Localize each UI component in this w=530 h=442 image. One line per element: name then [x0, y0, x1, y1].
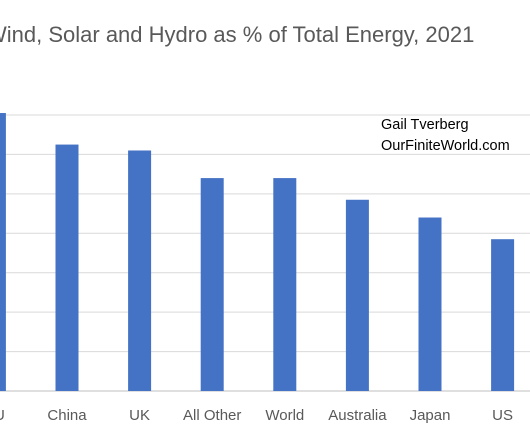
bar: [345, 199, 369, 391]
x-tick-label: China: [47, 407, 87, 424]
x-tick-label: UK: [129, 407, 150, 424]
annotation: OurFiniteWorld.com: [381, 138, 510, 154]
bar: [418, 217, 442, 391]
bar: [55, 144, 79, 391]
x-tick-label: All Other: [183, 407, 241, 424]
bar: [128, 150, 152, 391]
bar: [200, 178, 224, 391]
x-tick-label: Japan: [410, 407, 451, 424]
chart-title: Wind, Solar and Hydro as % of Total Ener…: [0, 22, 474, 47]
x-tick-label: Australia: [328, 407, 387, 424]
bar: [0, 113, 6, 392]
x-tick-label: World: [265, 407, 304, 424]
x-tick-label: US: [492, 407, 513, 424]
bar: [273, 178, 297, 391]
x-tick-label: EU: [0, 407, 5, 424]
annotation: Gail Tverberg: [381, 117, 469, 133]
bar: [491, 239, 515, 391]
